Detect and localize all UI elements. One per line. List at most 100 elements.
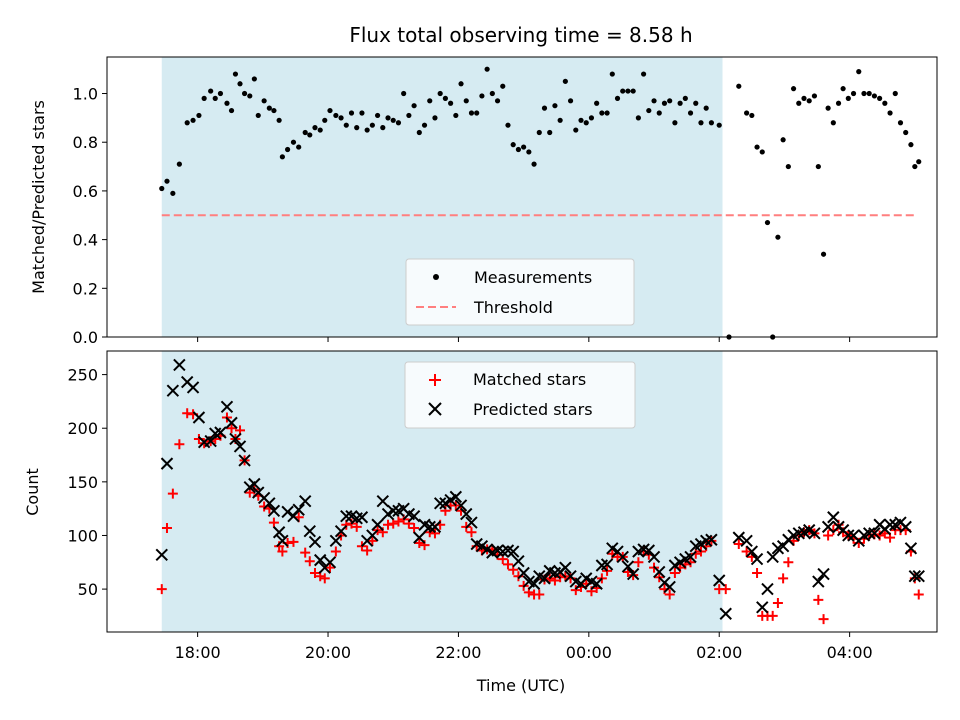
- predicted-point: [527, 577, 541, 590]
- matched-point: [309, 568, 320, 579]
- matched-point: [304, 556, 315, 567]
- matched-point: [823, 530, 834, 541]
- predicted-point: [248, 477, 261, 491]
- measurement-point: [505, 122, 511, 128]
- measurement-point: [474, 110, 480, 116]
- predicted-point: [899, 520, 912, 534]
- ratio-ytick-label: 1.0: [73, 85, 98, 104]
- predicted-point: [600, 558, 614, 571]
- measurement-point: [212, 95, 218, 101]
- measurement-point: [327, 107, 333, 114]
- predicted-point: [334, 524, 348, 538]
- predicted-point: [433, 497, 447, 510]
- predicted-point: [329, 534, 343, 548]
- measurement-point: [687, 110, 694, 116]
- matched-point: [466, 527, 477, 538]
- matched-point: [393, 516, 404, 527]
- measurement-point: [290, 139, 297, 145]
- predicted-point: [340, 509, 353, 523]
- matched-point: [633, 557, 644, 568]
- measurement-point: [285, 146, 291, 153]
- predicted-point: [590, 577, 603, 590]
- predicted-point: [376, 494, 390, 508]
- predicted-point: [761, 582, 774, 596]
- matched-point: [161, 522, 172, 533]
- predicted-point: [750, 552, 764, 566]
- predicted-point: [908, 570, 922, 583]
- measurement-point: [343, 122, 349, 128]
- measurement-point: [759, 149, 765, 155]
- measurement-point: [646, 107, 652, 114]
- predicted-point: [292, 503, 305, 516]
- measurement-point: [552, 103, 558, 109]
- ratio-plot-frame: [106, 56, 938, 338]
- matched-point: [300, 547, 311, 558]
- measurement-point: [866, 90, 872, 97]
- predicted-point: [192, 411, 206, 424]
- ratio-ytick-label: 0.6: [73, 182, 98, 201]
- predicted-point: [827, 511, 840, 524]
- ratio-legend-box: [405, 258, 635, 326]
- measurement-point: [468, 110, 475, 116]
- predicted-point: [465, 516, 478, 529]
- measurement-point: [661, 100, 668, 106]
- measurement-point: [296, 144, 302, 150]
- measurement-point: [583, 120, 589, 126]
- measurement-point: [224, 100, 230, 106]
- predicted-point: [740, 534, 753, 548]
- measurement-point: [811, 93, 818, 99]
- predicted-point: [705, 533, 718, 546]
- measurement-point: [510, 142, 516, 148]
- predicted-point: [428, 520, 442, 534]
- measurement-point: [442, 95, 448, 101]
- measurement-point: [536, 129, 542, 136]
- measurement-point: [871, 93, 878, 99]
- predicted-point: [204, 434, 217, 448]
- predicted-point: [842, 529, 855, 542]
- predicted-point: [267, 504, 281, 518]
- measurement-point: [780, 137, 786, 143]
- matched-point: [813, 594, 824, 605]
- measurement-point: [672, 120, 678, 126]
- ratio-panel: 0.0 0.2 0.4 0.6 0.8 1.0 Matched/Predicted sta…: [29, 56, 938, 347]
- measurement-point: [764, 219, 771, 226]
- measurement-point: [385, 115, 391, 121]
- measurement-point: [164, 178, 170, 184]
- predicted-point: [303, 524, 316, 538]
- count-ytick-label: 250: [67, 366, 98, 385]
- count-ytick-label: 50: [78, 580, 98, 599]
- matched-point: [778, 573, 789, 584]
- measurement-point: [364, 127, 370, 133]
- matched-point: [167, 488, 178, 499]
- matched-point: [772, 598, 783, 609]
- predicted-point: [276, 534, 289, 548]
- matched-point: [818, 614, 829, 625]
- measurement-point: [484, 66, 490, 72]
- matched-point: [268, 517, 279, 528]
- measurement-point: [261, 98, 267, 104]
- predicted-point: [626, 567, 640, 581]
- predicted-point: [281, 505, 294, 519]
- predicted-point: [812, 575, 825, 588]
- measurement-point: [677, 100, 683, 106]
- measurement-point: [541, 105, 548, 111]
- measurement-point: [489, 90, 495, 97]
- predicted-point: [868, 527, 881, 540]
- predicted-point: [517, 566, 530, 580]
- count-ytick-label: 150: [67, 473, 98, 492]
- predicted-point: [155, 548, 168, 561]
- measurement-point: [228, 107, 235, 114]
- matched-point: [324, 562, 335, 573]
- matched-point: [783, 557, 794, 568]
- predicted-point: [238, 454, 251, 467]
- measurement-point: [359, 110, 365, 116]
- predicted-point: [371, 518, 384, 531]
- measurement-point: [176, 161, 182, 167]
- predicted-point: [647, 550, 661, 564]
- measurement-point: [266, 105, 272, 111]
- count-legend: Matched stars Predicted stars: [404, 361, 636, 429]
- measurement-point: [736, 83, 742, 89]
- measurement-point: [271, 107, 277, 114]
- predicted-point: [719, 607, 732, 620]
